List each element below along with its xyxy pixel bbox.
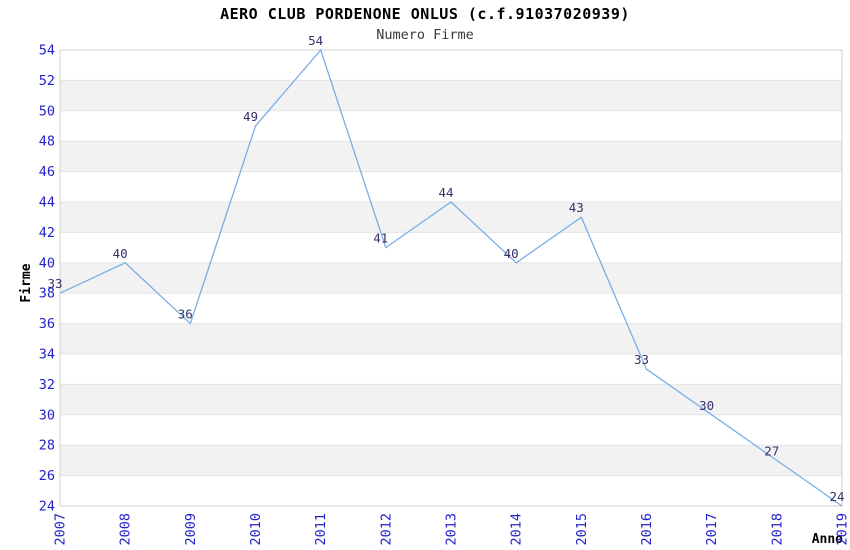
chart-title: AERO CLUB PORDENONE ONLUS (c.f.910370209… — [220, 5, 630, 23]
band — [60, 232, 842, 263]
band — [60, 262, 842, 294]
x-tick-label: 2008 — [118, 513, 134, 546]
x-tick-label: 2019 — [835, 513, 850, 546]
x-tick-label: 2013 — [444, 513, 460, 546]
x-tick-label: 2014 — [509, 513, 525, 546]
band — [60, 384, 842, 415]
y-tick-label: 44 — [39, 195, 55, 211]
y-gridlines — [60, 79, 842, 477]
plot-border — [59, 49, 843, 507]
band — [60, 293, 842, 324]
y-tick-label: 26 — [39, 468, 55, 484]
point-label: 49 — [243, 109, 258, 124]
y-axis-labels: 24 26 28 30 32 34 36 38 40 42 44 46 48 50 52 54 — [39, 43, 55, 515]
x-axis-title: Anno — [812, 532, 843, 547]
band — [60, 323, 842, 354]
point-label: 44 — [438, 185, 453, 200]
point-label: 33 — [634, 352, 649, 367]
point-label: 30 — [699, 398, 714, 413]
band — [60, 80, 842, 111]
band — [60, 171, 842, 202]
point-label: 24 — [829, 489, 844, 504]
y-tick-label: 46 — [39, 164, 55, 180]
point-label: 36 — [178, 307, 193, 322]
band — [60, 141, 842, 172]
x-tick-label: 2016 — [639, 513, 655, 546]
x-tick-label: 2007 — [53, 513, 69, 546]
y-axis-title: Firme — [19, 263, 34, 302]
band — [60, 354, 842, 385]
band — [60, 50, 842, 81]
point-label: 33 — [47, 276, 62, 291]
point-label: 40 — [113, 246, 128, 261]
x-tick-label: 2017 — [704, 513, 720, 546]
x-axis-labels: 2007 2008 2009 2010 2011 2012 2013 2014 2015 2016… — [53, 513, 850, 546]
point-label: 40 — [504, 246, 519, 261]
point-label: 43 — [569, 200, 584, 215]
x-tick-label: 2009 — [183, 513, 199, 546]
x-tick-label: 2011 — [313, 513, 329, 546]
y-tick-label: 32 — [39, 377, 55, 393]
x-tick-label: 2010 — [248, 513, 264, 546]
band — [60, 110, 842, 142]
y-tick-label: 34 — [39, 347, 55, 363]
x-tick-label: 2012 — [378, 513, 394, 546]
y-tick-label: 50 — [39, 103, 55, 119]
data-line — [59, 48, 843, 507]
y-tick-label: 42 — [39, 225, 55, 241]
y-tick-label: 54 — [39, 43, 55, 59]
band — [60, 414, 842, 446]
y-tick-label: 24 — [39, 499, 55, 515]
x-tick-label: 2015 — [574, 513, 590, 546]
y-tick-label: 30 — [39, 407, 55, 423]
y-tick-label: 36 — [39, 316, 55, 332]
band — [60, 445, 842, 476]
x-tick-label: 2018 — [769, 513, 785, 546]
band — [60, 202, 842, 233]
y-tick-label: 38 — [39, 286, 55, 302]
y-tick-label: 52 — [39, 73, 55, 89]
point-label: 54 — [308, 33, 323, 48]
y-tick-label: 28 — [39, 438, 55, 454]
y-tick-label: 40 — [39, 255, 55, 271]
y-tick-label: 48 — [39, 134, 55, 150]
band — [60, 475, 842, 506]
point-labels: 33 40 36 49 54 41 44 40 43 33 30 27 24 — [47, 33, 844, 504]
point-label: 27 — [764, 443, 779, 458]
chart-subtitle: Numero Firme — [376, 27, 474, 43]
point-label: 41 — [373, 231, 388, 246]
background-bands — [60, 50, 842, 506]
